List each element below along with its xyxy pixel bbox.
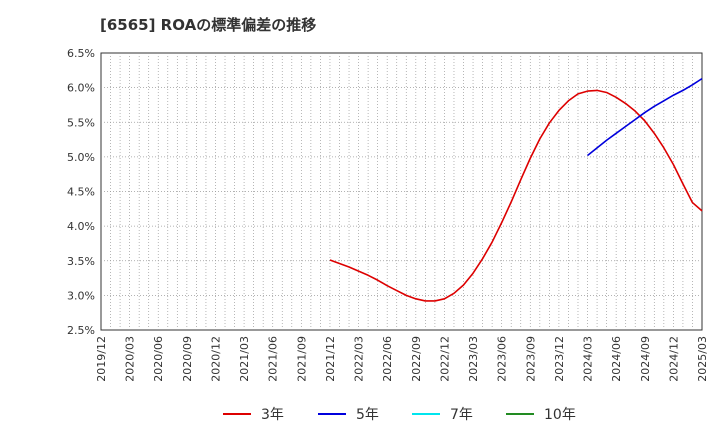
legend-swatch bbox=[318, 413, 346, 415]
x-tick-label: 2023/06 bbox=[496, 336, 509, 382]
legend-label: 7年 bbox=[450, 407, 473, 423]
x-tick-label: 2024/12 bbox=[667, 336, 680, 382]
x-tick-label: 2024/03 bbox=[582, 336, 595, 382]
legend-item: 10年 bbox=[506, 404, 576, 424]
x-tick-label: 2024/06 bbox=[610, 336, 623, 382]
x-tick-label: 2021/12 bbox=[324, 336, 337, 382]
legend-label: 5年 bbox=[356, 407, 379, 423]
legend-item: 5年 bbox=[318, 404, 379, 424]
x-tick-label: 2020/06 bbox=[152, 336, 165, 382]
x-tick-label: 2022/12 bbox=[438, 336, 451, 382]
x-tick-label: 2022/06 bbox=[381, 336, 394, 382]
x-tick-label: 2023/03 bbox=[467, 336, 480, 382]
x-tick-label: 2020/03 bbox=[124, 336, 137, 382]
x-tick-label: 2023/09 bbox=[524, 336, 537, 382]
x-tick-label: 2022/03 bbox=[353, 336, 366, 382]
y-tick-label: 6.0% bbox=[67, 82, 95, 95]
legend-label: 3年 bbox=[261, 407, 284, 423]
legend-label: 10年 bbox=[544, 407, 576, 423]
y-tick-label: 2.5% bbox=[67, 324, 95, 337]
x-tick-label: 2021/09 bbox=[295, 336, 308, 382]
x-tick-label: 2019/12 bbox=[95, 336, 108, 382]
x-tick-label: 2025/03 bbox=[696, 336, 709, 382]
x-tick-label: 2024/09 bbox=[639, 336, 652, 382]
legend-item: 7年 bbox=[412, 404, 473, 424]
legend-item: 3年 bbox=[223, 404, 284, 424]
series-line-2 bbox=[587, 77, 703, 157]
x-tick-label: 2023/12 bbox=[553, 336, 566, 382]
x-tick-label: 2022/09 bbox=[410, 336, 423, 382]
x-tick-label: 2021/03 bbox=[238, 336, 251, 382]
legend-swatch bbox=[412, 413, 440, 415]
x-tick-label: 2021/06 bbox=[267, 336, 280, 382]
legend-swatch bbox=[223, 413, 251, 415]
y-tick-label: 4.5% bbox=[67, 186, 95, 199]
x-tick-label: 2020/12 bbox=[209, 336, 222, 382]
y-tick-label: 3.5% bbox=[67, 255, 95, 268]
x-tick-label: 2020/09 bbox=[181, 336, 194, 382]
y-tick-label: 3.0% bbox=[67, 289, 95, 302]
y-tick-label: 5.0% bbox=[67, 151, 95, 164]
legend: 3年 5年 7年 10年 bbox=[0, 404, 720, 428]
chart-title: [6565] ROAの標準偏差の推移 bbox=[100, 16, 317, 34]
y-tick-label: 4.0% bbox=[67, 220, 95, 233]
y-tick-label: 6.5% bbox=[67, 47, 95, 60]
y-tick-label: 5.5% bbox=[67, 116, 95, 129]
legend-swatch bbox=[506, 413, 534, 415]
